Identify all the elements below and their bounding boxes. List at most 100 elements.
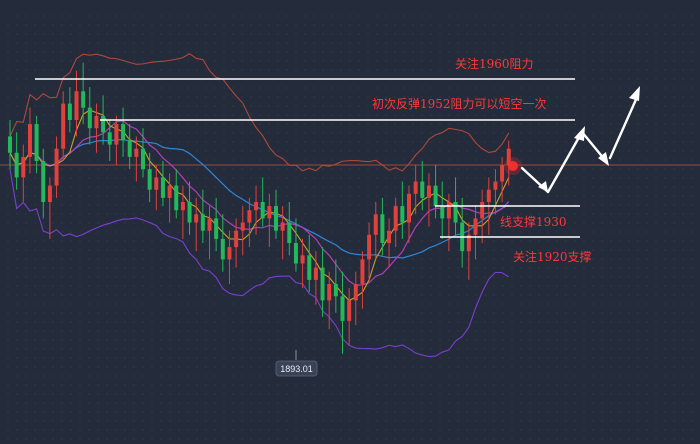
candle-body-up bbox=[387, 230, 392, 243]
candle-body-down bbox=[420, 181, 425, 198]
low-price-tag-box bbox=[275, 360, 318, 377]
candle-body-up bbox=[207, 218, 212, 231]
candle-body-up bbox=[480, 202, 485, 219]
candle-body-up bbox=[413, 181, 418, 194]
candle-body-up bbox=[466, 234, 471, 252]
candle-body-up bbox=[426, 185, 431, 198]
candle-body-down bbox=[101, 115, 106, 133]
annotation-rebound-1952: 初次反弹1952阻力可以短空一次 bbox=[372, 97, 547, 111]
candle-body-up bbox=[280, 222, 285, 231]
candle-body-down bbox=[453, 202, 458, 223]
candle-body-down bbox=[121, 124, 126, 141]
candle-body-up bbox=[300, 255, 305, 264]
candle-body-up bbox=[446, 202, 451, 219]
candle-body-up bbox=[134, 148, 139, 157]
candle-body-up bbox=[194, 214, 199, 223]
candle-body-down bbox=[67, 103, 72, 120]
candle-body-down bbox=[214, 218, 219, 239]
arrow-head-up-1 bbox=[574, 126, 585, 141]
candle-body-up bbox=[506, 148, 511, 166]
candle-body-down bbox=[187, 202, 192, 223]
candle-body-up bbox=[180, 202, 185, 211]
candle-body-up bbox=[94, 115, 99, 129]
candle-body-up bbox=[114, 124, 119, 145]
candle-body-down bbox=[293, 243, 298, 264]
ma5-line bbox=[9, 109, 510, 302]
candle-body-up bbox=[313, 267, 318, 280]
candlestick-series bbox=[8, 62, 511, 354]
candle-body-up bbox=[47, 185, 52, 202]
annotation-support-1920: 关注1920支撑 bbox=[513, 249, 592, 264]
candle-body-up bbox=[473, 218, 478, 235]
candle-body-down bbox=[440, 206, 445, 219]
candle-body-down bbox=[147, 169, 152, 190]
candle-body-up bbox=[360, 259, 365, 284]
level-lines bbox=[35, 78, 580, 238]
ma10-line bbox=[9, 120, 510, 286]
candle-body-up bbox=[353, 284, 358, 301]
candle-body-up bbox=[227, 247, 232, 260]
candle-body-down bbox=[433, 185, 438, 207]
low-price-tag: 1893.01 bbox=[275, 360, 318, 377]
forecast-zigzag-path bbox=[520, 130, 607, 194]
candle-body-up bbox=[373, 214, 378, 235]
candle-body-up bbox=[240, 222, 245, 231]
annotation-resistance-1960: 关注1960阻力 bbox=[455, 56, 534, 71]
candle-body-up bbox=[234, 230, 239, 248]
candle-body-down bbox=[81, 91, 86, 108]
forecast-arrows bbox=[520, 86, 640, 194]
candle-body-down bbox=[87, 107, 92, 129]
candle-body-up bbox=[27, 124, 32, 157]
candle-body-up bbox=[393, 206, 398, 231]
candle-body-down bbox=[127, 140, 132, 157]
candle-body-down bbox=[274, 206, 278, 231]
candle-body-up bbox=[327, 284, 332, 301]
candle-body-up bbox=[367, 234, 372, 260]
candle-body-down bbox=[200, 214, 205, 231]
ma20-line bbox=[9, 139, 510, 259]
candle-body-down bbox=[34, 124, 39, 161]
candle-body-up bbox=[267, 206, 272, 219]
candle-body-down bbox=[287, 222, 292, 243]
candle-body-up bbox=[486, 189, 491, 202]
candle-body-up bbox=[254, 202, 259, 211]
bollinger-lower-band bbox=[9, 169, 510, 358]
candle-body-up bbox=[154, 177, 159, 190]
candle-body-down bbox=[8, 136, 12, 153]
candle-body-down bbox=[41, 161, 46, 202]
forecast-final-rise bbox=[608, 93, 640, 160]
bollinger-upper-band bbox=[9, 53, 510, 172]
candle-body-down bbox=[380, 214, 385, 243]
arrow-head-up-2 bbox=[629, 86, 640, 101]
candle-body-up bbox=[61, 103, 66, 149]
candle-body-up bbox=[54, 148, 59, 186]
candle-body-down bbox=[220, 238, 225, 260]
candle-body-up bbox=[74, 91, 79, 120]
candle-body-down bbox=[141, 148, 145, 170]
candle-body-down bbox=[160, 177, 165, 198]
candle-body-down bbox=[307, 255, 312, 280]
current-price-glow-halo bbox=[504, 157, 522, 175]
candle-body-down bbox=[400, 206, 405, 223]
candle-body-down bbox=[320, 267, 325, 301]
annotation-support-1930: 线支撑1930 bbox=[500, 214, 567, 229]
candle-body-up bbox=[247, 210, 252, 223]
indicator-lines bbox=[9, 53, 510, 358]
current-price-glow bbox=[508, 161, 518, 171]
arrow-head-down-1 bbox=[538, 181, 548, 192]
candle-body-down bbox=[260, 202, 265, 219]
candle-body-up bbox=[493, 181, 498, 190]
arrow-head-down-2 bbox=[598, 152, 609, 166]
candle-body-down bbox=[340, 296, 345, 321]
candle-body-up bbox=[347, 300, 352, 321]
candle-body-up bbox=[500, 165, 505, 182]
candle-body-up bbox=[407, 193, 411, 223]
candle-body-down bbox=[333, 284, 338, 297]
candle-body-up bbox=[21, 156, 26, 178]
candle-body-down bbox=[14, 152, 19, 178]
candle-body-down bbox=[174, 185, 179, 211]
low-price-label: 1893.01 bbox=[280, 364, 313, 374]
candle-body-down bbox=[107, 132, 112, 145]
